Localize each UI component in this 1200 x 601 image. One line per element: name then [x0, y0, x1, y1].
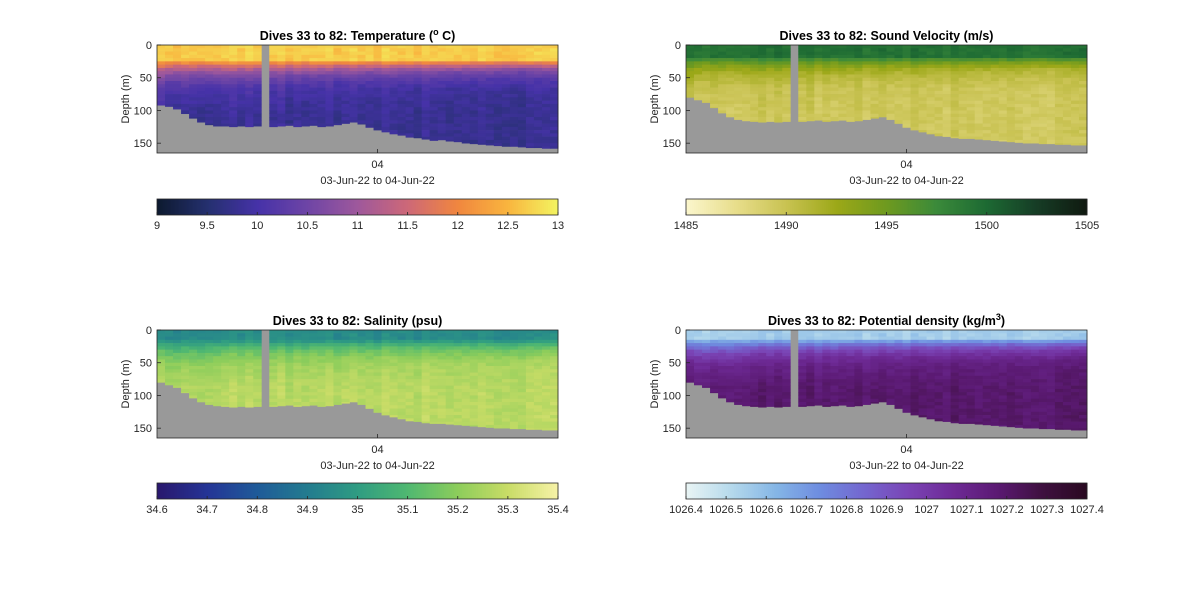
heatmap-cells	[157, 45, 559, 149]
y-axis-label: Depth (m)	[120, 75, 132, 124]
y-tick-label: 50	[669, 358, 681, 370]
colorbar-tick-label: 10.5	[297, 220, 318, 232]
y-tick-label: 50	[669, 73, 681, 85]
colorbar: 9 9.5 10 10.5 11 11.5 12 12.5 13	[154, 198, 564, 232]
y-tick-label: 0	[675, 40, 681, 52]
colorbar-tick-label: 35.4	[547, 504, 568, 516]
x-tick-label: 04	[900, 159, 912, 171]
y-tick-label: 100	[663, 105, 681, 117]
y-tick-label: 0	[146, 325, 152, 337]
colorbar-tick-label: 9	[154, 220, 160, 232]
colorbar-tick-label: 13	[552, 220, 564, 232]
colorbar-tick-label: 1026.7	[789, 504, 823, 516]
panel-salinity: Dives 33 to 82: Salinity (psu) 0 50 100 150 D…	[120, 314, 569, 516]
colorbar-tick-label: 34.7	[196, 504, 217, 516]
x-axis-label: 03-Jun-22 to 04-Jun-22	[320, 175, 434, 187]
x-tick-label: 04	[371, 159, 383, 171]
colorbar: 1485 1490 1495 1500 1505	[674, 198, 1099, 232]
colorbar-tick-label: 1505	[1075, 220, 1099, 232]
axes-frame	[685, 329, 1088, 439]
colorbar-tick-label: 34.8	[247, 504, 268, 516]
colorbar-tick-label: 1026.5	[709, 504, 743, 516]
y-tick-label: 150	[663, 138, 681, 150]
colorbar-tick-label: 1027.1	[950, 504, 984, 516]
colorbar-tick-label: 35	[351, 504, 363, 516]
axes-frame	[685, 44, 1088, 154]
colorbar-tick-label: 1027.2	[990, 504, 1024, 516]
x-tick-label: 04	[900, 444, 912, 456]
axes-frame	[156, 44, 559, 154]
colorbar-tick-label: 11	[352, 220, 363, 232]
panel-title: Dives 33 to 82: Sound Velocity (m/s)	[780, 29, 994, 43]
x-tick-label: 04	[371, 444, 383, 456]
x-axis-label: 03-Jun-22 to 04-Jun-22	[849, 175, 963, 187]
colorbar-tick-label: 12	[452, 220, 464, 232]
colorbar-tick-label: 1027.3	[1030, 504, 1064, 516]
y-tick-label: 50	[140, 358, 152, 370]
colorbar-tick-label: 1495	[874, 220, 898, 232]
colorbar-tick-label: 34.9	[297, 504, 318, 516]
y-tick-label: 50	[140, 73, 152, 85]
panel-temperature: Dives 33 to 82: Temperature (o C) 0 50 100 1…	[120, 27, 564, 232]
x-axis-label: 03-Jun-22 to 04-Jun-22	[320, 460, 434, 472]
colorbar-tick-label: 34.6	[146, 504, 167, 516]
heatmap-cells	[157, 330, 559, 431]
y-tick-label: 150	[663, 423, 681, 435]
colorbar-tick-label: 9.5	[199, 220, 214, 232]
colorbar-tick-label: 1026.9	[870, 504, 904, 516]
panel-title: Dives 33 to 82: Salinity (psu)	[273, 314, 443, 328]
y-tick-label: 100	[134, 105, 152, 117]
colorbar-tick-label: 12.5	[497, 220, 518, 232]
colorbar-tick-label: 1485	[674, 220, 698, 232]
colorbar-tick-label: 1026.8	[830, 504, 864, 516]
colorbar-tick-label: 1026.4	[669, 504, 703, 516]
colorbar-tick-label: 1027	[914, 504, 938, 516]
y-axis-label: Depth (m)	[120, 360, 132, 409]
panel-title: Dives 33 to 82: Temperature (o C)	[260, 27, 456, 43]
y-tick-label: 150	[134, 423, 152, 435]
y-tick-label: 0	[146, 40, 152, 52]
panel-potential-density: Dives 33 to 82: Potential density (kg/m3…	[649, 312, 1104, 516]
colorbar: 1026.4 1026.5 1026.6 1026.7 1026.8 1026.9 1027…	[669, 482, 1104, 516]
heatmap-cells	[686, 330, 1088, 431]
y-tick-label: 100	[663, 390, 681, 402]
y-tick-label: 150	[134, 138, 152, 150]
colorbar-tick-label: 1490	[774, 220, 798, 232]
y-tick-label: 100	[134, 390, 152, 402]
colorbar-tick-label: 35.2	[447, 504, 468, 516]
colorbar: 34.6 34.7 34.8 34.9 35 35.1 35.2 35.3 35.4	[146, 482, 569, 516]
colorbar-tick-label: 35.1	[397, 504, 418, 516]
x-axis-label: 03-Jun-22 to 04-Jun-22	[849, 460, 963, 472]
panel-sound-velocity: Dives 33 to 82: Sound Velocity (m/s) 0 50 1…	[649, 29, 1099, 232]
colorbar-tick-label: 1500	[975, 220, 999, 232]
y-axis-label: Depth (m)	[649, 75, 661, 124]
y-axis-label: Depth (m)	[649, 360, 661, 409]
colorbar-tick-label: 1026.6	[749, 504, 783, 516]
heatmap-cells	[686, 45, 1088, 146]
panel-title: Dives 33 to 82: Potential density (kg/m3…	[768, 312, 1005, 328]
colorbar-tick-label: 10	[251, 220, 263, 232]
colorbar-tick-label: 35.3	[497, 504, 518, 516]
colorbar-tick-label: 11.5	[397, 220, 418, 232]
y-tick-label: 0	[675, 325, 681, 337]
axes-frame	[156, 329, 559, 439]
colorbar-tick-label: 1027.4	[1070, 504, 1104, 516]
